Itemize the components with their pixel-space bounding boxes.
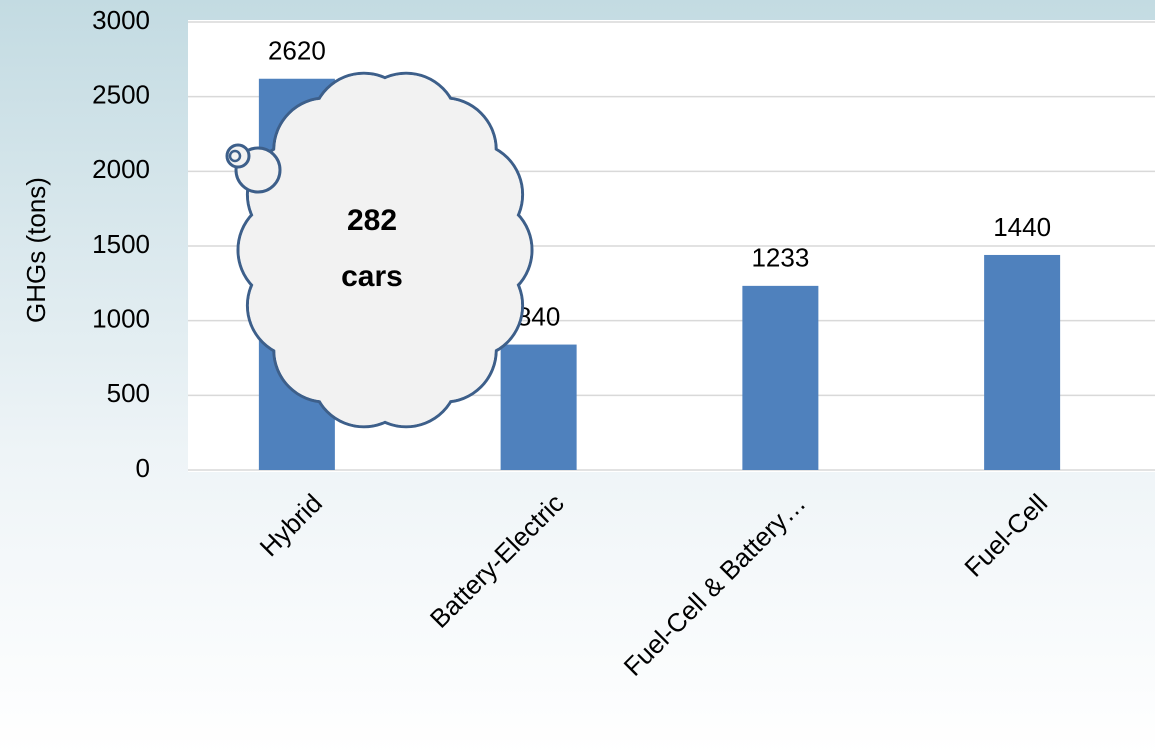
y-axis-label: GHGs (tons) — [21, 177, 51, 323]
y-tick-label: 3000 — [92, 5, 150, 35]
value-label: 1440 — [993, 212, 1051, 242]
value-label: 1233 — [751, 243, 809, 273]
value-label: 840 — [517, 301, 560, 331]
y-tick-label: 2500 — [92, 80, 150, 110]
bar — [984, 254, 1061, 470]
annotation: cars — [341, 260, 403, 293]
y-tick-label: 1500 — [92, 229, 150, 259]
thought-bubble — [228, 149, 242, 163]
value-label: 2620 — [268, 36, 326, 66]
cloud-core — [280, 110, 490, 390]
y-tick-label: 2000 — [92, 154, 150, 184]
y-tick-label: 1000 — [92, 304, 150, 334]
annotation: 282 — [347, 204, 397, 237]
y-tick-label: 500 — [107, 378, 150, 408]
thought-cloud: 282 cars — [225, 71, 534, 429]
bar — [742, 285, 819, 470]
bar — [500, 344, 577, 470]
y-tick-label: 0 — [136, 453, 150, 483]
